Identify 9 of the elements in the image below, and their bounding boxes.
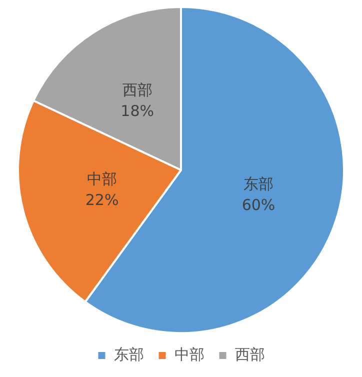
data-label: 18% <box>120 102 154 120</box>
slice-label: 中部 <box>87 170 118 188</box>
slice-label: 东部 <box>244 175 274 194</box>
legend-label: 中部 <box>174 345 204 364</box>
data-label: 22% <box>85 191 119 210</box>
legend-label: 东部 <box>114 345 144 364</box>
data-label: 60% <box>242 196 276 214</box>
slice-label: 西部 <box>122 81 152 100</box>
legend-label: 西部 <box>234 345 265 364</box>
